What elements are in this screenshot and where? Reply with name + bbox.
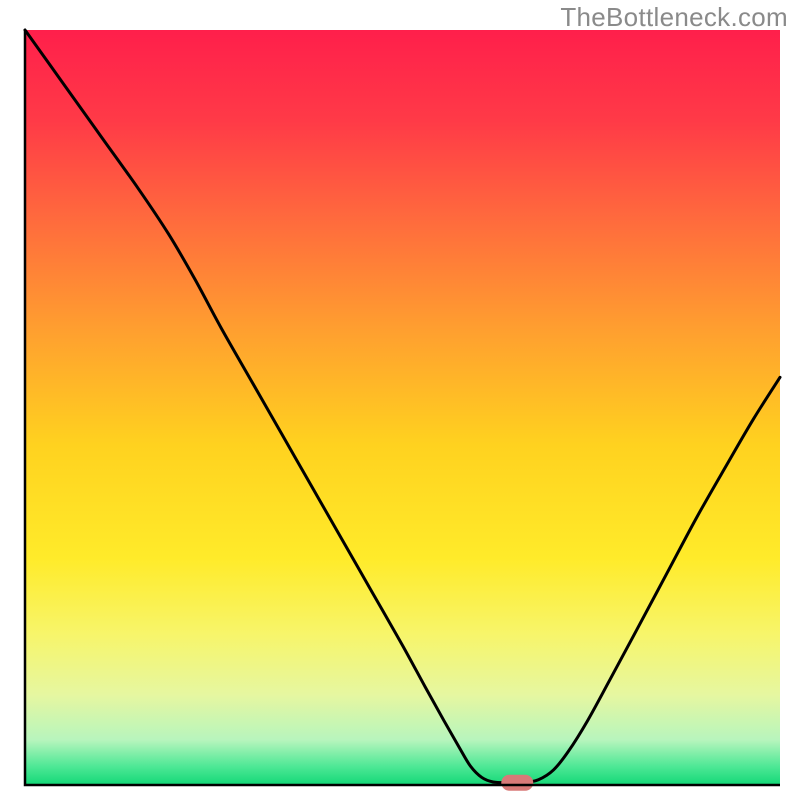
optimal-marker xyxy=(501,775,533,791)
gradient-background xyxy=(25,30,780,785)
plot-svg xyxy=(0,0,800,800)
bottleneck-chart: TheBottleneck.com xyxy=(0,0,800,800)
